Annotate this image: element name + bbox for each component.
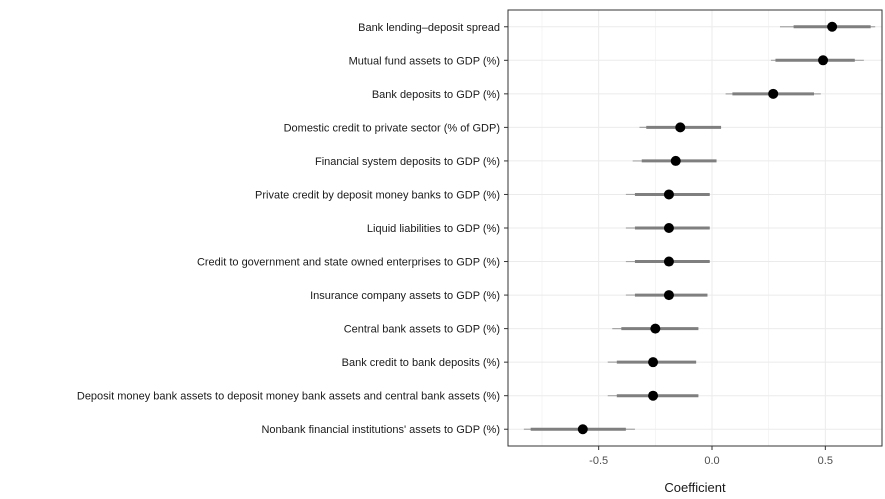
category-label: Private credit by deposit money banks to… [255,189,500,201]
coefficient-point [577,424,588,435]
coefficient-point [648,390,659,401]
category-label: Mutual fund assets to GDP (%) [349,55,500,67]
category-label: Financial system deposits to GDP (%) [315,156,500,168]
category-label: Deposit money bank assets to deposit mon… [77,391,500,403]
category-label: Insurance company assets to GDP (%) [310,290,500,302]
x-tick-labels: -0.5 0.0 0.5 [589,455,833,467]
coefficient-point [670,155,681,166]
coefficient-point [648,357,659,368]
axis-ticks [504,26,826,450]
coefficient-point [650,323,661,334]
category-labels: Bank lending–deposit spread Mutual fund a… [77,22,500,436]
category-label: Liquid liabilities to GDP (%) [367,223,500,235]
x-tick-label: 0.5 [818,455,833,467]
coefficient-point [818,55,829,66]
coefficient-points [577,21,838,435]
coefficient-point [663,189,674,200]
coefficient-point [663,223,674,233]
category-label: Bank deposits to GDP (%) [372,89,500,101]
category-label: Domestic credit to private sector (% of … [284,122,500,134]
category-label: Bank lending–deposit spread [358,22,500,34]
category-label: Credit to government and state owned ent… [197,257,500,269]
category-label: Bank credit to bank deposits (%) [342,357,500,369]
category-label: Central bank assets to GDP (%) [344,324,500,336]
x-axis-title: Coefficient [664,480,726,495]
coefficient-point [663,256,674,267]
category-label: Nonbank financial institutions' assets t… [261,424,500,436]
x-tick-label: -0.5 [589,455,608,467]
x-tick-label: 0.0 [704,455,719,467]
coefficient-point [768,88,779,99]
coefficient-point [663,290,674,301]
coefficient-point [827,21,838,32]
coefficient-point [675,122,686,133]
